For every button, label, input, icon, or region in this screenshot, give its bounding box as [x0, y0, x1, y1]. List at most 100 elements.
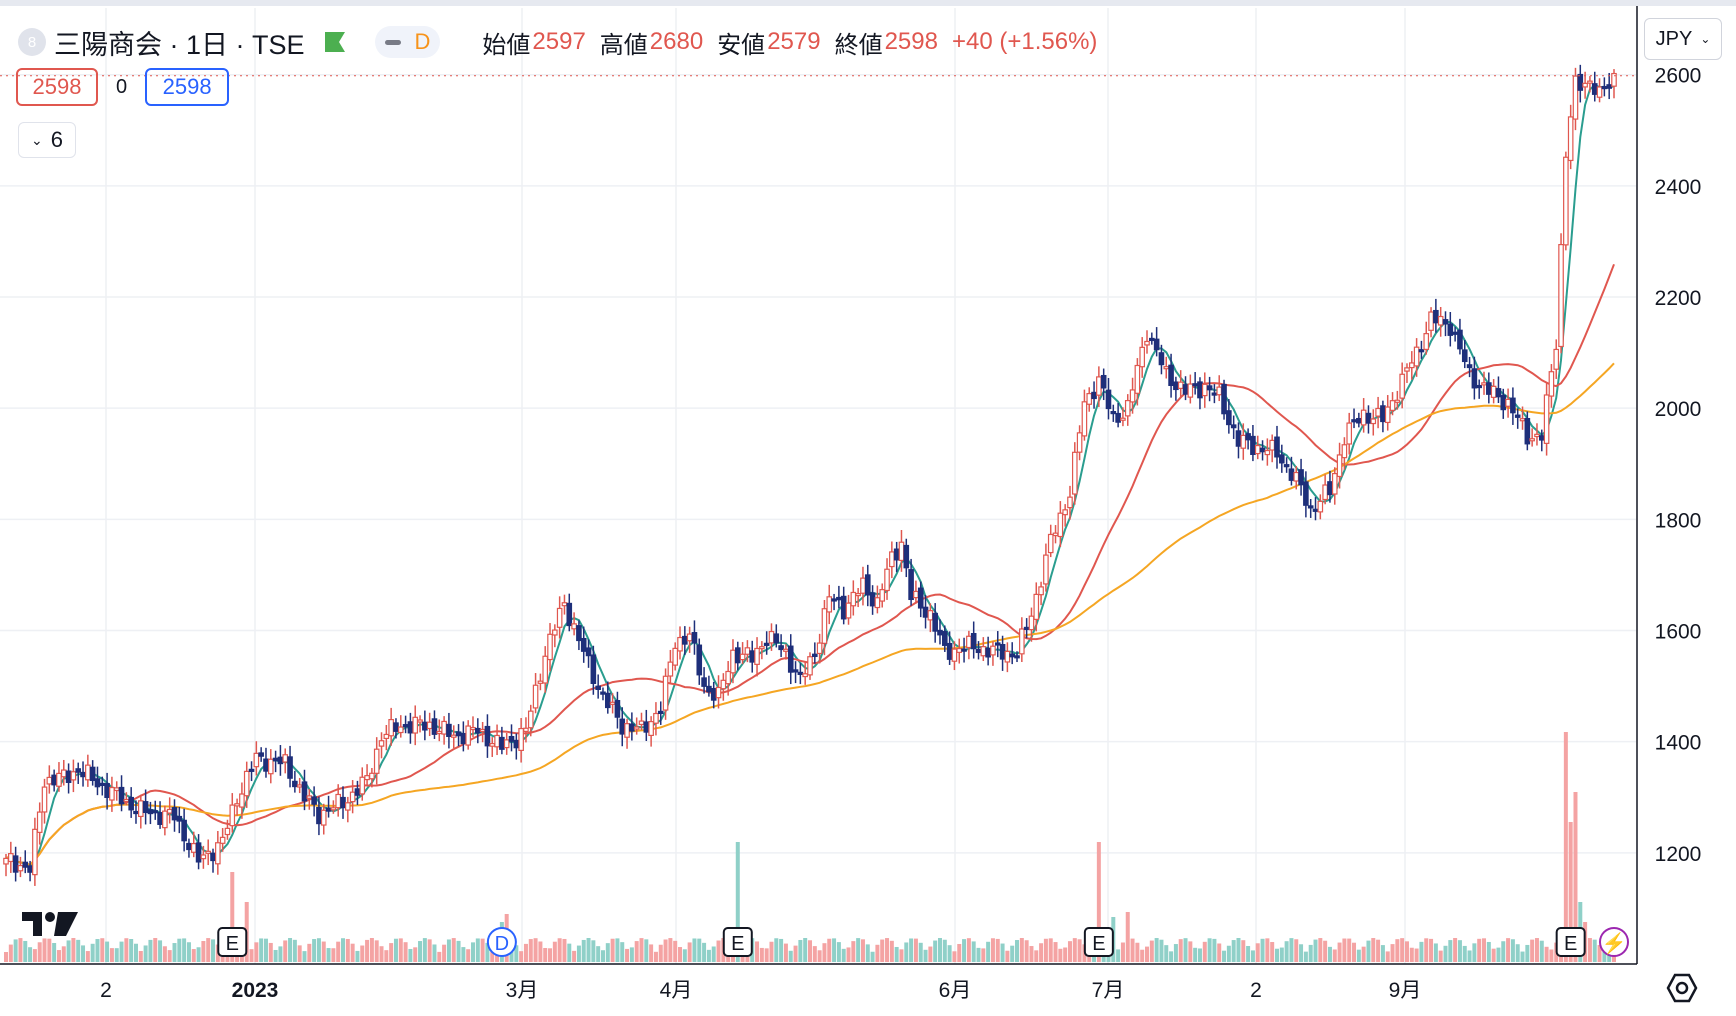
volume-bar	[783, 943, 788, 962]
volume-bar	[995, 938, 1000, 962]
candle-body	[783, 648, 789, 652]
volume-bar	[393, 938, 398, 962]
volume-bar	[1072, 938, 1077, 962]
volume-bar	[470, 942, 475, 962]
candle-body	[754, 647, 760, 665]
volume-bar	[1149, 940, 1154, 962]
settings-icon[interactable]	[1666, 972, 1698, 1004]
candle-body	[532, 684, 539, 709]
candle-body	[1370, 418, 1377, 425]
candle-body	[1071, 451, 1078, 495]
ma-fast-line	[5, 83, 1615, 868]
volume-bar	[620, 942, 625, 962]
volume-bar	[928, 946, 933, 962]
volume-bar	[523, 943, 528, 962]
volume-bar	[1486, 941, 1491, 962]
volume-bar	[379, 946, 384, 962]
y-tick-label: 2200	[1655, 287, 1702, 310]
volume-bar	[71, 938, 76, 962]
candle-body	[864, 574, 871, 596]
volume-bar	[957, 943, 962, 962]
volume-bar	[625, 948, 630, 962]
candle-body	[1428, 311, 1434, 331]
candle-body	[1486, 382, 1492, 395]
candle-body	[643, 721, 650, 733]
candle-body	[253, 752, 260, 768]
marker-label: D	[495, 933, 509, 955]
minus-icon	[384, 39, 401, 45]
candle-body	[1577, 73, 1584, 91]
candle-body	[999, 643, 1006, 660]
candle-body	[1254, 444, 1261, 455]
volume-bar	[268, 942, 273, 962]
candle-body	[200, 854, 207, 860]
spread-value: 0	[116, 75, 128, 98]
candle-body	[1500, 394, 1507, 411]
candle-body	[1288, 468, 1295, 481]
volume-bar	[702, 942, 707, 962]
candle-body	[32, 828, 38, 876]
candle-body	[157, 812, 163, 825]
volume-bar	[841, 948, 846, 962]
sell-button[interactable]: 2598	[16, 68, 98, 106]
candle-body	[186, 842, 192, 851]
volume-bar	[23, 940, 28, 962]
volume-bar	[1568, 822, 1573, 962]
candle-body	[917, 587, 924, 609]
volume-bar	[1299, 944, 1304, 962]
candle-body	[1505, 398, 1511, 407]
volume-bar	[475, 938, 480, 962]
volume-bar	[1034, 950, 1039, 962]
volume-bar	[1284, 941, 1289, 962]
volume-bars	[4, 732, 1616, 962]
candle-body	[1408, 362, 1415, 369]
indicators-toggle[interactable]: ⌄ 6	[18, 122, 76, 158]
event-markers[interactable]: E D E E E ⚡	[217, 927, 1629, 957]
volume-bar	[1443, 945, 1448, 962]
y-tick-label: 2600	[1655, 65, 1702, 88]
volume-bar	[1510, 939, 1515, 962]
delay-badge: D	[414, 29, 431, 54]
earnings-marker	[722, 927, 753, 957]
volume-bar	[966, 938, 971, 962]
symbol-title[interactable]: 三陽商会 · 1日 · TSE	[54, 29, 305, 60]
tradingview-logo-icon[interactable]	[22, 910, 78, 938]
candle-body	[162, 810, 168, 829]
candle-body	[1457, 329, 1463, 350]
volume-bar	[1274, 948, 1279, 962]
candle-body	[27, 865, 33, 873]
candle-body	[138, 800, 144, 818]
currency-select[interactable]: JPY ⌄	[1644, 18, 1722, 60]
candle-body	[951, 648, 958, 662]
candle-body	[677, 636, 683, 652]
volume-bar	[557, 938, 562, 962]
candle-body	[195, 842, 202, 863]
flag-icon[interactable]	[323, 31, 347, 53]
volume-bar	[1246, 945, 1251, 962]
candle-body	[1081, 401, 1088, 437]
volume-bar	[812, 946, 817, 962]
candle-body	[937, 629, 943, 636]
status-pill[interactable]: D	[374, 26, 441, 58]
candle-body	[104, 783, 110, 799]
volume-bar	[56, 950, 61, 962]
buy-button[interactable]: 2598	[145, 68, 230, 106]
candle-body	[1264, 449, 1271, 456]
candle-body	[1331, 472, 1338, 495]
candle-body	[831, 598, 837, 602]
volume-bar	[663, 939, 668, 962]
candle-body	[1553, 348, 1560, 370]
volume-bar	[706, 949, 711, 962]
volume-bar	[875, 944, 880, 962]
volume-bar	[822, 943, 827, 962]
candle-body	[56, 772, 62, 787]
volume-bar	[1039, 943, 1044, 962]
volume-bar	[1539, 940, 1544, 962]
volume-bar	[167, 950, 172, 962]
candle-body	[1606, 84, 1612, 89]
candle-body	[171, 807, 178, 821]
candle-body	[436, 730, 443, 735]
candle-body	[701, 677, 707, 687]
volume-bar	[461, 947, 466, 962]
